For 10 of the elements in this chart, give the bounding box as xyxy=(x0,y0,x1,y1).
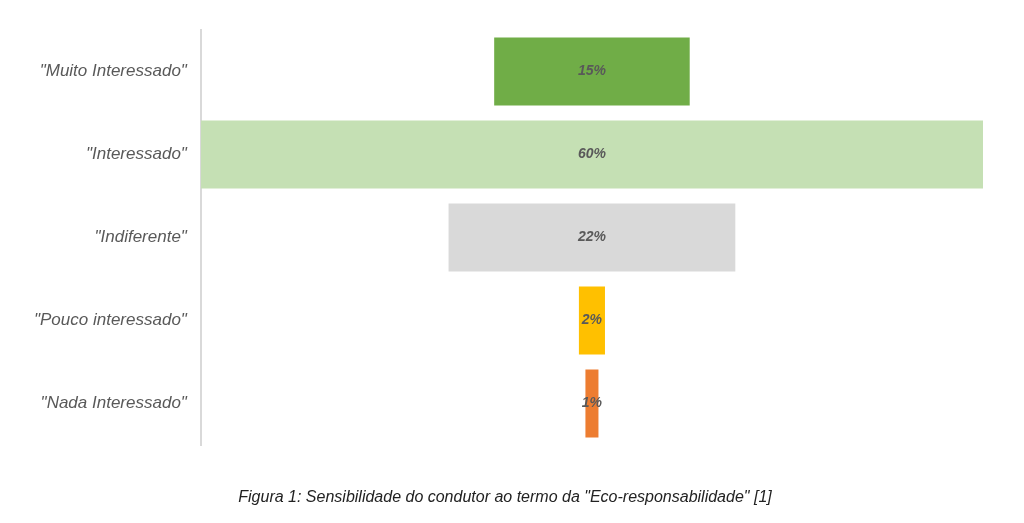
data-label: 15% xyxy=(577,62,607,79)
category-label: "Nada Interessado" xyxy=(40,393,188,413)
data-label: 2% xyxy=(580,311,603,328)
text: Figura 1: Sensibilidade do condutor ao termo da "Eco-responsabilidade" [1] xyxy=(237,488,773,506)
data-label: 22% xyxy=(576,228,607,245)
category-label: "Muito Interessado" xyxy=(39,61,188,81)
data-label: 60% xyxy=(577,145,607,162)
category-label: "Pouco interessado" xyxy=(33,310,188,330)
category-label: "Interessado" xyxy=(85,144,188,164)
category-label: "Indiferente" xyxy=(94,227,188,247)
